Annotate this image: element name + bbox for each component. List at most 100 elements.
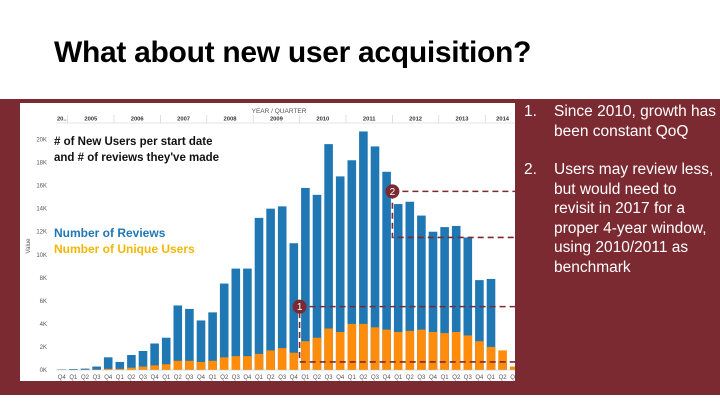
users-bar — [359, 323, 368, 370]
reviews-bar — [417, 215, 426, 370]
x-tick-label: Q3 — [278, 375, 287, 381]
y-tick-label: 18K — [36, 161, 47, 167]
y-tick-label: 10K — [36, 253, 47, 259]
x-tick-label: Q2 — [220, 375, 229, 381]
x-tick-label: Q1 — [162, 375, 171, 381]
reviews-bar — [335, 176, 345, 370]
y-tick-label: 16K — [36, 184, 47, 190]
x-tick-label: Q1 — [348, 375, 357, 381]
x-tick-label: Q4 — [475, 375, 484, 381]
users-bar — [185, 360, 194, 370]
x-tick-label: Q3 — [510, 375, 515, 381]
reviews-bar — [324, 144, 333, 370]
x-tick-label: Q2 — [406, 375, 415, 381]
reviews-bar — [312, 194, 322, 370]
reviews-bar — [219, 283, 229, 370]
users-bar — [486, 346, 496, 370]
chart-panel: 20.. 2005 2006 2007 2008 2009 2010 2011 2012 2013… — [20, 103, 515, 381]
x-tick-label: Q2 — [499, 375, 508, 381]
x-tick-label: Q4 — [197, 375, 206, 381]
reviews-bar — [103, 357, 113, 370]
users-bar — [138, 366, 148, 370]
y-tick-label: 6K — [40, 299, 47, 305]
x-tick-label: Q2 — [174, 375, 183, 381]
x-tick-label: Q1 — [301, 375, 310, 381]
legend-unique-users: Number of Unique Users — [54, 242, 195, 256]
year-label: 2005 — [84, 117, 98, 123]
users-bar — [196, 361, 206, 370]
marker-2-box — [391, 190, 515, 239]
year-label: 2012 — [409, 117, 422, 123]
chart-annotation: # of New Users per start date and # of r… — [54, 136, 219, 164]
x-tick-label: Q4 — [429, 375, 438, 381]
users-bar — [428, 331, 438, 370]
users-bar — [405, 330, 415, 370]
y-tick-label: 4K — [40, 322, 47, 328]
users-bar — [451, 331, 461, 370]
reviews-bar — [138, 350, 148, 370]
x-tick-label: Q1 — [69, 375, 78, 381]
reviews-bar — [266, 208, 275, 370]
users-bar — [161, 364, 171, 370]
users-bar — [417, 329, 426, 370]
x-tick-label: Q3 — [139, 375, 148, 381]
users-bar — [231, 356, 241, 370]
reviews-bar — [80, 368, 90, 370]
users-bar — [312, 337, 322, 370]
reviews-bar — [301, 187, 310, 370]
y-tick-label: 8K — [40, 276, 47, 282]
y-tick-label: 2K — [40, 345, 47, 351]
x-tick-label: Q2 — [127, 375, 136, 381]
y-axis-label: Value — [26, 238, 32, 254]
x-tick-label: Q2 — [359, 375, 368, 381]
users-bar — [127, 367, 136, 370]
x-tick-label: Q2 — [267, 375, 276, 381]
users-bar — [475, 341, 484, 370]
marker-badge — [292, 299, 307, 314]
year-label: 2010 — [316, 117, 329, 123]
reviews-bar — [185, 308, 194, 370]
year-label: 2008 — [224, 117, 238, 123]
users-bar — [115, 368, 125, 370]
reviews-bar — [173, 305, 183, 370]
reviews-bar — [150, 343, 159, 370]
year-label: 2011 — [363, 117, 376, 123]
marker-number: 2 — [390, 187, 396, 198]
x-tick-label: Q1 — [441, 375, 450, 381]
reviews-bar — [359, 131, 368, 370]
users-bar — [509, 366, 515, 370]
reviews-bar — [231, 268, 241, 370]
reviews-bar — [440, 227, 449, 370]
reviews-bar — [196, 320, 206, 370]
note-item: 2. Users may review less, but would need… — [524, 160, 716, 277]
note-item: 1. Since 2010, growth has been constant … — [524, 102, 716, 141]
x-tick-label: Q4 — [58, 375, 67, 381]
x-tick-label: Q2 — [313, 375, 322, 381]
note-number: 2. — [524, 161, 537, 178]
y-tick-label: 20K — [36, 138, 47, 144]
reviews-bar — [428, 231, 438, 370]
x-tick-label: Q3 — [371, 375, 380, 381]
year-label: 2014 — [496, 117, 510, 123]
y-tick-label: 0K — [40, 368, 47, 374]
x-tick-label: Q3 — [232, 375, 241, 381]
x-tick-label: Q3 — [464, 375, 473, 381]
top-axis-title: YEAR / QUARTER — [252, 108, 307, 115]
users-bar — [498, 350, 507, 370]
x-tick-label: Q1 — [394, 375, 403, 381]
users-bar — [382, 329, 391, 370]
marker-1-box — [298, 305, 515, 363]
year-label: 2006 — [131, 117, 145, 123]
marker-badge — [385, 184, 400, 199]
x-tick-label: Q4 — [243, 375, 252, 381]
x-tick-label: Q2 — [452, 375, 461, 381]
x-tick-label: Q3 — [417, 375, 426, 381]
x-tick-label: Q3 — [93, 375, 102, 381]
reviews-bar — [92, 366, 101, 370]
x-tick-label: Q1 — [255, 375, 264, 381]
year-label: 2007 — [177, 117, 190, 123]
users-bar — [173, 360, 183, 370]
users-bar — [347, 323, 357, 370]
year-label: 2009 — [270, 117, 284, 123]
reviews-bar — [347, 160, 357, 370]
